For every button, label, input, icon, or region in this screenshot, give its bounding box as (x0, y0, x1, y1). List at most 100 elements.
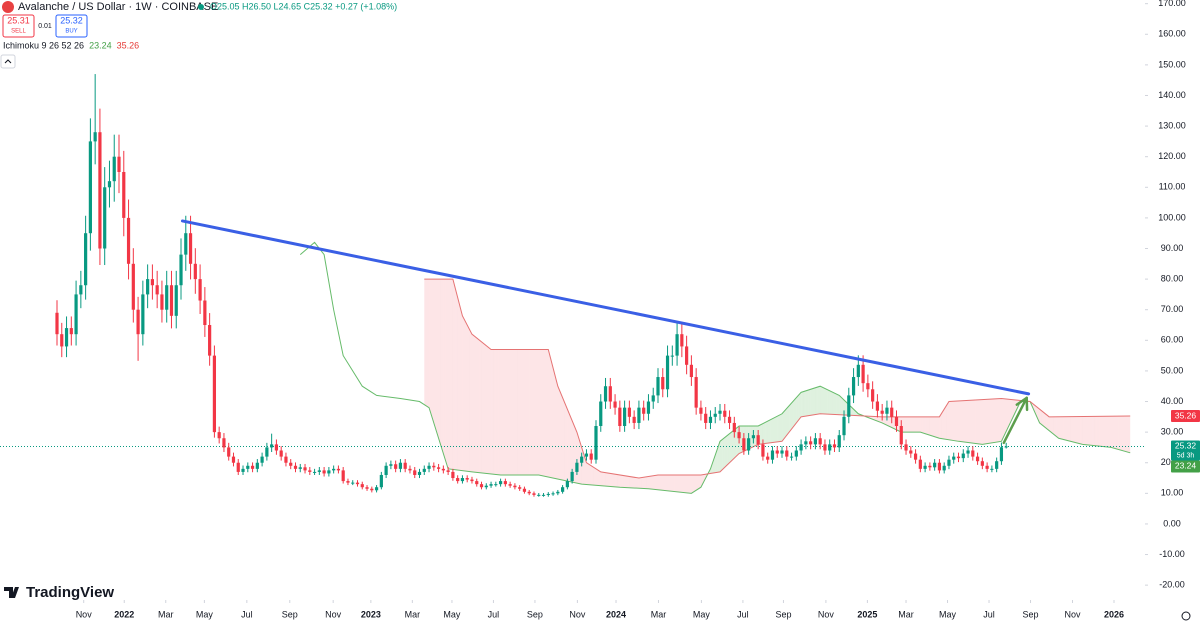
cloud-fill (944, 405, 947, 440)
candle-body (933, 462, 937, 468)
cloud-fill (517, 349, 520, 475)
symbol-icon (2, 1, 14, 13)
candle-body (55, 312, 59, 335)
candle-body (332, 468, 336, 471)
candle-body (165, 285, 169, 310)
cloud-fill (495, 349, 499, 475)
x-tick-label: Mar (651, 609, 667, 619)
cloud-fill (727, 433, 730, 466)
cloud-fill (610, 473, 613, 487)
candle-body (69, 328, 73, 335)
candle-body (117, 156, 121, 172)
sell-label: SELL (11, 29, 26, 35)
candle-body (866, 383, 870, 390)
settings-icon[interactable] (1181, 611, 1191, 621)
cloud-fill (1061, 416, 1064, 440)
candle-body (503, 481, 507, 485)
cloud-fill (526, 349, 530, 475)
buy-button[interactable] (55, 14, 88, 38)
cloud-fill (948, 401, 952, 441)
cloud-fill (760, 423, 763, 445)
cloud-fill (1115, 416, 1119, 450)
cloud-fill (1053, 416, 1057, 437)
candle-body (508, 484, 512, 486)
candle-body (551, 493, 555, 495)
cloud-fill (629, 476, 632, 488)
cloud-fill (1068, 416, 1071, 442)
cloud-fill (440, 279, 444, 454)
cloud-fill (560, 391, 563, 481)
price-tag-label: 35.26 (1175, 410, 1197, 420)
cloud-fill (834, 393, 837, 415)
cloud-fill (595, 468, 599, 486)
sell-button[interactable] (2, 14, 35, 38)
candle-body (465, 478, 469, 480)
x-tick-label: Mar (898, 609, 914, 619)
collapse-button[interactable] (0, 54, 16, 69)
cloud-fill (958, 400, 961, 442)
candle-body (804, 441, 808, 445)
candle-body (847, 395, 851, 417)
x-tick-label: 2026 (1104, 609, 1124, 619)
candle-body (995, 461, 999, 469)
candle-body (623, 407, 627, 427)
cloud-fill (1108, 416, 1112, 448)
cloud-fill (653, 475, 656, 490)
candle-body (79, 285, 83, 295)
candle-body (284, 456, 288, 463)
candle-body (756, 435, 760, 445)
cloud-fill (884, 416, 887, 426)
x-tick-label: May (196, 609, 214, 619)
candle-body (479, 484, 484, 488)
cloud-fill (796, 395, 799, 423)
cloud-fill (657, 474, 661, 491)
candle-body (446, 470, 450, 472)
candle-body (274, 444, 279, 451)
candle-body (217, 432, 221, 439)
cloud-fill (724, 435, 728, 468)
cloud-fill (827, 389, 830, 415)
cloud-fill (817, 386, 821, 415)
candle-body (355, 482, 360, 485)
cloud-fill (519, 349, 523, 475)
candle-body (828, 444, 832, 451)
cloud-fill (700, 474, 704, 488)
cloud-fill (1123, 416, 1126, 452)
candle-body (851, 377, 856, 396)
candle-body (575, 462, 579, 472)
candle-body (246, 465, 250, 469)
candle-body (293, 465, 298, 469)
cloud-fill (617, 474, 620, 488)
cloud-fill (1077, 416, 1081, 444)
cloud-fill (615, 474, 618, 488)
y-tick-label: 140.00 (1158, 90, 1186, 100)
cloud-fill (646, 476, 649, 489)
cloud-fill (824, 388, 828, 415)
x-tick-label: Nov (1064, 609, 1081, 619)
cloud-fill (779, 413, 783, 442)
x-tick-label: May (443, 609, 461, 619)
cloud-fill (564, 403, 568, 482)
cloud-fill (605, 472, 608, 487)
cloud-fill (643, 476, 647, 489)
cloud-fill (686, 474, 690, 494)
x-tick-label: Jul (737, 609, 749, 619)
cloud-fill (1089, 416, 1093, 446)
cloud-fill (455, 288, 458, 471)
indicator-value: 35.26 (117, 40, 140, 50)
price-tag (1171, 460, 1200, 473)
cloud-fill (505, 349, 508, 475)
candle-body (871, 389, 875, 402)
candle-body (661, 377, 665, 390)
y-tick-label: 40.00 (1161, 396, 1184, 406)
cloud-fill (607, 473, 611, 487)
cloud-fill (917, 416, 921, 433)
cloud-fill (634, 477, 637, 489)
candle-body (184, 233, 188, 255)
cloud-fill (689, 474, 692, 494)
cloud-fill (803, 390, 806, 417)
cloud-fill (638, 477, 642, 489)
cloud-fill (438, 279, 441, 446)
cloud-fill (906, 416, 909, 433)
cloud-fill (467, 325, 470, 472)
